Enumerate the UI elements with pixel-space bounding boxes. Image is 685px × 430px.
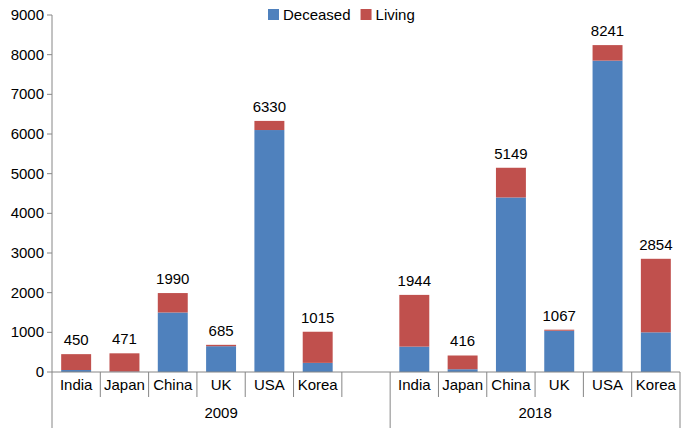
- y-tick: [47, 213, 52, 214]
- group-label: 2018: [518, 404, 551, 421]
- y-tick-label: 6000: [11, 125, 44, 142]
- total-label: 1944: [398, 272, 431, 289]
- y-tick-label: 2000: [11, 284, 44, 301]
- category-divider: [438, 372, 439, 397]
- bar-segment: [303, 363, 333, 372]
- y-tick-label: 1000: [11, 323, 44, 340]
- bar-segment: [496, 168, 526, 198]
- category-divider: [631, 372, 632, 397]
- x-tick-label: China: [491, 376, 531, 393]
- category-divider: [341, 372, 342, 397]
- y-tick-label: 3000: [11, 244, 44, 261]
- category-divider: [100, 372, 101, 397]
- y-tick-label: 8000: [11, 46, 44, 63]
- y-tick: [47, 54, 52, 55]
- y-tick: [47, 372, 52, 373]
- x-tick-label: UK: [211, 376, 232, 393]
- bar-segment: [206, 345, 236, 346]
- bar-segment: [109, 353, 139, 371]
- y-axis: [52, 15, 53, 372]
- bar-segment: [254, 130, 284, 372]
- legend-label: Deceased: [283, 6, 351, 23]
- legend-swatch: [268, 9, 279, 20]
- y-tick: [47, 292, 52, 293]
- y-tick: [47, 332, 52, 333]
- bar-segment: [496, 197, 526, 372]
- total-label: 1015: [301, 309, 334, 326]
- x-tick-label: India: [398, 376, 431, 393]
- total-label: 6330: [253, 98, 286, 115]
- category-divider: [293, 372, 294, 397]
- x-tick-label: Japan: [442, 376, 483, 393]
- y-tick-label: 5000: [11, 165, 44, 182]
- bar-segment: [448, 355, 478, 369]
- y-tick-label: 7000: [11, 85, 44, 102]
- bar-segment: [158, 313, 188, 373]
- x-tick-label: USA: [592, 376, 623, 393]
- y-tick-label: 0: [36, 363, 44, 380]
- category-divider: [148, 372, 149, 397]
- y-tick: [47, 253, 52, 254]
- total-label: 8241: [591, 22, 624, 39]
- category-divider: [196, 372, 197, 397]
- total-label: 416: [450, 332, 475, 349]
- total-label: 471: [112, 330, 137, 347]
- category-divider: [583, 372, 584, 397]
- bar-segment: [593, 45, 623, 61]
- total-label: 1067: [543, 307, 576, 324]
- chart: 450 471 1990 685 6330 1015 1944 416 5149 1067 8241…: [0, 0, 685, 430]
- group-divider: [680, 372, 681, 428]
- y-tick-label: 9000: [11, 6, 44, 23]
- bar-segment: [61, 354, 91, 370]
- bar-segment: [158, 293, 188, 312]
- bar-segment: [303, 332, 333, 363]
- y-tick: [47, 15, 52, 16]
- bar-segment: [254, 121, 284, 130]
- bar-segment: [544, 330, 574, 331]
- bar-segment: [206, 346, 236, 372]
- total-label: 450: [64, 331, 89, 348]
- x-tick-label: Korea: [636, 376, 677, 393]
- y-tick-label: 4000: [11, 204, 44, 221]
- bar-segment: [593, 61, 623, 372]
- category-divider: [535, 372, 536, 397]
- x-tick-label: UK: [549, 376, 570, 393]
- category-divider: [245, 372, 246, 397]
- x-tick-label: China: [153, 376, 193, 393]
- category-divider: [486, 372, 487, 397]
- y-tick: [47, 173, 52, 174]
- legend-swatch: [361, 9, 372, 20]
- bar-segment: [399, 295, 429, 347]
- total-label: 685: [209, 322, 234, 339]
- x-tick-label: Japan: [104, 376, 145, 393]
- total-label: 1990: [156, 270, 189, 287]
- group-divider: [52, 372, 53, 428]
- x-tick-label: Korea: [298, 376, 339, 393]
- total-label: 2854: [639, 236, 672, 253]
- group-label: 2009: [204, 404, 237, 421]
- y-tick: [47, 94, 52, 95]
- x-axis: [52, 372, 680, 373]
- legend-label: Living: [376, 6, 415, 23]
- x-tick-label: India: [60, 376, 93, 393]
- x-tick-label: USA: [254, 376, 285, 393]
- bar-segment: [544, 331, 574, 372]
- bar-segment: [399, 347, 429, 372]
- bars: [61, 45, 671, 372]
- bar-segment: [641, 259, 671, 333]
- group-divider: [390, 372, 391, 428]
- bar-segment: [641, 332, 671, 372]
- y-tick: [47, 134, 52, 135]
- total-label: 5149: [494, 145, 527, 162]
